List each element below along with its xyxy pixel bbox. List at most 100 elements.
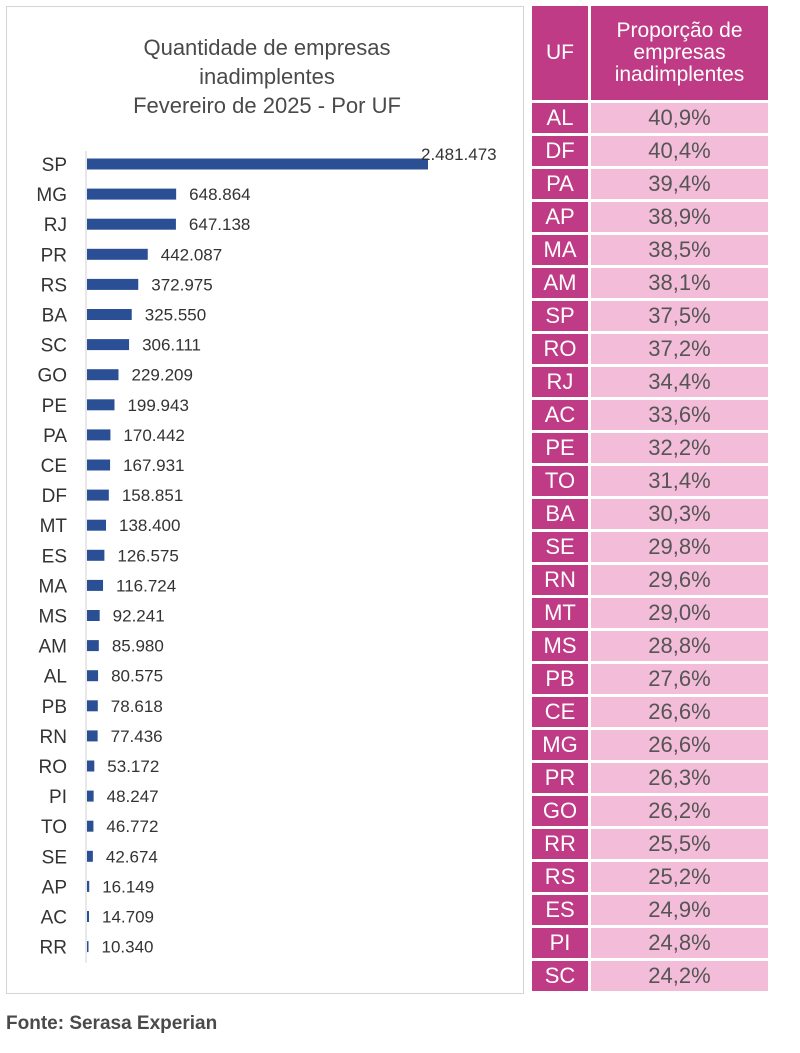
bar-rn: [87, 730, 98, 742]
table-row: PI 24,8%: [532, 928, 768, 958]
category-tick-label: AL: [44, 667, 67, 688]
bar-value-label: 77.436: [111, 727, 163, 746]
row-proportion-cell: 24,2%: [591, 961, 768, 991]
bar-rj: [87, 218, 176, 230]
table-row: PA 39,4%: [532, 169, 768, 199]
category-tick-label: DF: [42, 486, 67, 507]
chart-title-line-3: Fevereiro de 2025 - Por UF: [133, 93, 401, 118]
uf-column-header: UF: [532, 6, 591, 100]
row-uf-cell: RO: [532, 334, 591, 364]
row-proportion-cell: 40,9%: [591, 103, 768, 133]
table-row: SC 24,2%: [532, 961, 768, 991]
category-tick-label: RN: [40, 727, 67, 748]
table-row: RN 29,6%: [532, 565, 768, 595]
bar-ro: [87, 760, 95, 772]
category-tick-label: AC: [41, 908, 67, 929]
category-tick-label: MG: [36, 185, 67, 206]
row-uf-cell: PR: [532, 763, 591, 793]
category-tick-label: RR: [40, 938, 67, 959]
ratio-table-body: AL 40,9% DF 40,4% PA 39,4% AP 38,9% MA 38,5% AM 38,…: [532, 103, 768, 991]
row-uf-cell: RR: [532, 829, 591, 859]
bar-value-label: 16.149: [102, 877, 154, 896]
row-uf-cell: AP: [532, 202, 591, 232]
bar-value-label: 167.931: [123, 456, 184, 475]
bar-mt: [87, 519, 107, 531]
row-proportion-cell: 29,6%: [591, 565, 768, 595]
row-proportion-cell: 37,2%: [591, 334, 768, 364]
row-uf-cell: SP: [532, 301, 591, 331]
table-row: CE 26,6%: [532, 697, 768, 727]
bar-value-label: 2.481.473: [421, 145, 497, 164]
table-row: MA 38,5%: [532, 235, 768, 265]
category-tick-label: MS: [39, 607, 68, 628]
category-tick-label: RJ: [44, 215, 67, 236]
row-proportion-cell: 39,4%: [591, 169, 768, 199]
source-footnote: Fonte: Serasa Experian: [6, 1013, 218, 1034]
bar-pe: [87, 399, 115, 411]
row-uf-cell: GO: [532, 796, 591, 826]
table-row: SE 29,8%: [532, 532, 768, 562]
bar-value-label: 158.851: [122, 486, 183, 505]
table-row: PR 26,3%: [532, 763, 768, 793]
bar-value-label: 372.975: [151, 275, 212, 294]
bar-pb: [87, 700, 98, 712]
ratio-table: UF Proporção de empresas inadimplentes A…: [532, 3, 768, 994]
row-proportion-cell: 38,5%: [591, 235, 768, 265]
bar-chart: SP 2.481.473 MG 648.864 RJ 647.138 PR 442.087 RS…: [36, 145, 497, 963]
row-uf-cell: SC: [532, 961, 591, 991]
table-row: AM 38,1%: [532, 268, 768, 298]
table-row: DF 40,4%: [532, 136, 768, 166]
table-row: BA 30,3%: [532, 499, 768, 529]
category-tick-label: SC: [41, 336, 67, 357]
bar-value-label: 199.943: [127, 396, 188, 415]
header-line: empresas: [633, 41, 726, 64]
category-tick-label: TO: [41, 817, 67, 838]
row-uf-cell: RN: [532, 565, 591, 595]
bar-chart-panel: Quantidade de empresas inadimplentes Fev…: [6, 6, 524, 994]
row-proportion-cell: 27,6%: [591, 664, 768, 694]
bar-value-label: 306.111: [142, 336, 201, 355]
category-tick-label: PI: [49, 787, 67, 808]
chart-title: Quantidade de empresas inadimplentes Fev…: [7, 33, 527, 120]
bar-pa: [87, 429, 111, 441]
table-row: PB 27,6%: [532, 664, 768, 694]
row-proportion-cell: 26,2%: [591, 796, 768, 826]
bar-ac: [87, 911, 90, 922]
bar-value-label: 85.980: [112, 637, 164, 656]
row-uf-cell: PE: [532, 433, 591, 463]
row-proportion-cell: 29,8%: [591, 532, 768, 562]
bar-value-label: 78.618: [111, 697, 163, 716]
table-row: AP 38,9%: [532, 202, 768, 232]
bar-ba: [87, 309, 132, 320]
category-tick-label: BA: [42, 306, 68, 327]
row-proportion-cell: 26,6%: [591, 697, 768, 727]
ratio-table-panel: UF Proporção de empresas inadimplentes A…: [532, 3, 768, 994]
row-uf-cell: MT: [532, 598, 591, 628]
table-header-row: UF Proporção de empresas inadimplentes: [532, 6, 768, 100]
row-proportion-cell: 31,4%: [591, 466, 768, 496]
table-row: SP 37,5%: [532, 301, 768, 331]
bar-df: [87, 489, 109, 501]
bar-value-label: 325.550: [145, 306, 206, 325]
row-uf-cell: SE: [532, 532, 591, 562]
bar-pr: [87, 248, 148, 260]
category-tick-label: PA: [43, 426, 67, 447]
row-proportion-cell: 33,6%: [591, 400, 768, 430]
category-tick-label: GO: [37, 366, 67, 387]
category-tick-label: SP: [42, 155, 67, 176]
row-proportion-cell: 40,4%: [591, 136, 768, 166]
header-line: Proporção de: [616, 19, 743, 42]
row-uf-cell: PB: [532, 664, 591, 694]
row-uf-cell: TO: [532, 466, 591, 496]
category-tick-label: PR: [41, 245, 67, 266]
row-proportion-cell: 26,3%: [591, 763, 768, 793]
bar-value-label: 80.575: [111, 667, 163, 686]
row-uf-cell: RS: [532, 862, 591, 892]
bar-sc: [87, 339, 130, 351]
bar-value-label: 42.674: [106, 847, 158, 866]
row-proportion-cell: 32,2%: [591, 433, 768, 463]
table-row: PE 32,2%: [532, 433, 768, 463]
category-tick-label: AM: [39, 637, 68, 658]
table-row: GO 26,2%: [532, 796, 768, 826]
table-row: RO 37,2%: [532, 334, 768, 364]
